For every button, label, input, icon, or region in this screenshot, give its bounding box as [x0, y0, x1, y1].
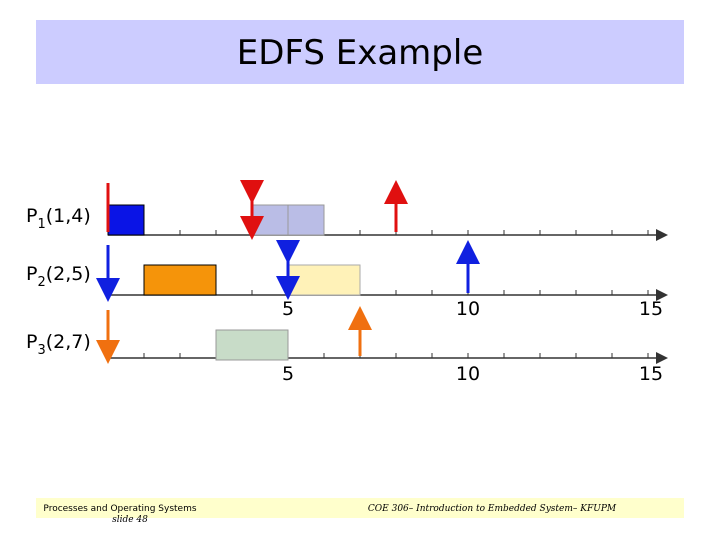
tick-label: 5	[282, 363, 294, 385]
process-labels: P1(1,4) P2(2,5) P3(2,7)	[26, 205, 91, 358]
title: EDFS Example	[237, 33, 484, 73]
footer-band	[36, 498, 684, 518]
process-params: (2,7)	[46, 331, 91, 353]
tick-label: 10	[456, 363, 480, 385]
process-params: (1,4)	[46, 205, 91, 227]
exec-box	[107, 204, 145, 236]
arrows	[96, 180, 480, 364]
process-index: 1	[37, 217, 45, 232]
exec-box	[143, 264, 217, 296]
process-index: 3	[37, 343, 45, 358]
exec-box	[215, 329, 289, 361]
process-name: P	[26, 205, 37, 227]
process-index: 2	[37, 275, 45, 290]
process-label: P2(2,5)	[26, 263, 91, 290]
process-name: P	[26, 263, 37, 285]
process-name: P	[26, 331, 37, 353]
title-band	[36, 20, 684, 84]
tick-label: 15	[639, 298, 663, 320]
footer-left: slide 48	[112, 515, 148, 525]
tick-label: 5	[282, 298, 294, 320]
process-params: (2,5)	[46, 263, 91, 285]
footer-left: Processes and Operating Systems	[43, 504, 196, 514]
exec-box	[287, 264, 361, 296]
process-label: P1(1,4)	[26, 205, 91, 232]
footer-center: COE 306– Introduction to Embedded System…	[368, 504, 617, 514]
tick-label: 10	[456, 298, 480, 320]
process-label: P3(2,7)	[26, 331, 91, 358]
tick-label: 15	[639, 363, 663, 385]
